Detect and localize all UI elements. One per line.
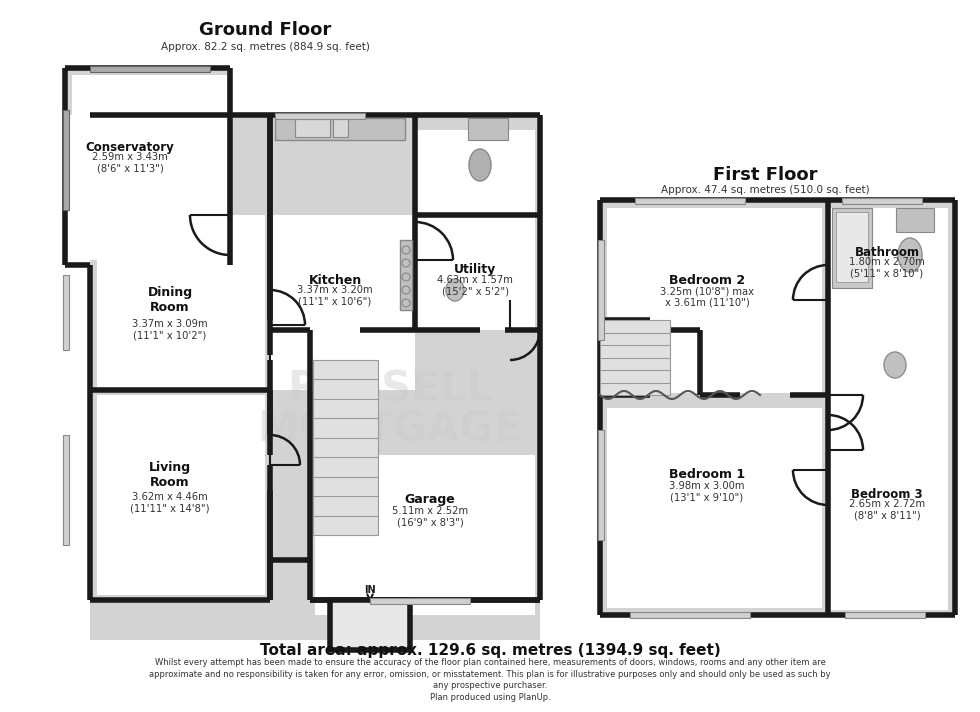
Text: Conservatory: Conservatory bbox=[85, 142, 174, 155]
Text: First Floor: First Floor bbox=[712, 166, 817, 184]
Text: IN: IN bbox=[365, 585, 375, 595]
Bar bbox=[598, 240, 604, 340]
Text: 3.37m x 3.09m
(11'1" x 10'2"): 3.37m x 3.09m (11'1" x 10'2") bbox=[132, 319, 208, 341]
Bar bbox=[832, 208, 872, 288]
Bar bbox=[845, 612, 925, 618]
Text: Approx. 47.4 sq. metres (510.0 sq. feet): Approx. 47.4 sq. metres (510.0 sq. feet) bbox=[661, 185, 869, 195]
Text: Bathroom: Bathroom bbox=[855, 246, 919, 259]
Bar bbox=[90, 66, 210, 72]
Bar bbox=[97, 215, 265, 390]
Text: 2.59m x 3.43m
(8'6" x 11'3"): 2.59m x 3.43m (8'6" x 11'3") bbox=[92, 152, 168, 174]
Text: 3.98m x 3.00m
(13'1" x 9'10"): 3.98m x 3.00m (13'1" x 9'10") bbox=[669, 481, 745, 503]
Text: Garage: Garage bbox=[405, 493, 456, 506]
Text: 3.25m (10'8") max
x 3.61m (11'10"): 3.25m (10'8") max x 3.61m (11'10") bbox=[660, 286, 754, 308]
Bar bbox=[598, 430, 604, 540]
Bar bbox=[330, 600, 410, 650]
Text: 2.65m x 2.72m
(8'8" x 8'11"): 2.65m x 2.72m (8'8" x 8'11") bbox=[849, 499, 925, 520]
Ellipse shape bbox=[898, 238, 922, 272]
Ellipse shape bbox=[469, 149, 491, 181]
Bar bbox=[607, 408, 822, 608]
Text: Dining
Room: Dining Room bbox=[147, 286, 192, 314]
Bar bbox=[630, 612, 750, 618]
Text: 3.62m x 4.46m
(11'11" x 14'8"): 3.62m x 4.46m (11'11" x 14'8") bbox=[130, 492, 210, 514]
Bar bbox=[275, 118, 405, 140]
Bar bbox=[333, 119, 348, 137]
Text: RUSSELL: RUSSELL bbox=[287, 369, 493, 411]
Bar bbox=[270, 215, 415, 390]
Text: Kitchen: Kitchen bbox=[309, 273, 362, 286]
Bar bbox=[415, 130, 535, 330]
Text: Bedroom 1: Bedroom 1 bbox=[669, 468, 745, 481]
Text: Total area: approx. 129.6 sq. metres (1394.9 sq. feet): Total area: approx. 129.6 sq. metres (13… bbox=[260, 644, 720, 659]
Bar bbox=[63, 275, 69, 350]
Bar bbox=[295, 119, 330, 137]
Text: Living
Room: Living Room bbox=[149, 461, 191, 489]
Bar bbox=[836, 212, 868, 282]
Bar bbox=[828, 455, 948, 610]
Bar bbox=[313, 360, 378, 535]
Bar bbox=[468, 118, 508, 140]
Text: 1.80m x 2.70m
(5'11" x 8'10"): 1.80m x 2.70m (5'11" x 8'10") bbox=[849, 257, 925, 279]
Bar bbox=[607, 208, 822, 393]
Bar bbox=[90, 115, 540, 640]
Bar bbox=[400, 240, 412, 310]
Bar bbox=[97, 395, 265, 595]
Bar bbox=[828, 208, 948, 393]
Bar bbox=[600, 320, 670, 395]
Bar bbox=[275, 113, 365, 119]
Ellipse shape bbox=[884, 352, 906, 378]
Bar bbox=[315, 455, 535, 615]
Text: Whilst every attempt has been made to ensure the accuracy of the floor plan cont: Whilst every attempt has been made to en… bbox=[149, 658, 831, 702]
Ellipse shape bbox=[446, 279, 464, 301]
Bar bbox=[600, 200, 955, 615]
Bar bbox=[72, 75, 227, 260]
Text: Approx. 82.2 sq. metres (884.9 sq. feet): Approx. 82.2 sq. metres (884.9 sq. feet) bbox=[161, 42, 369, 52]
Bar bbox=[896, 208, 934, 232]
Text: Ground Floor: Ground Floor bbox=[199, 21, 331, 39]
Bar bbox=[65, 68, 230, 115]
Bar bbox=[842, 198, 922, 204]
Text: 5.11m x 2.52m
(16'9" x 8'3"): 5.11m x 2.52m (16'9" x 8'3") bbox=[392, 506, 468, 528]
Bar bbox=[63, 435, 69, 545]
Text: 4.63m x 1.57m
(15'2" x 5'2"): 4.63m x 1.57m (15'2" x 5'2") bbox=[437, 276, 513, 297]
Text: 3.37m x 3.20m
(11'1" x 10'6"): 3.37m x 3.20m (11'1" x 10'6") bbox=[297, 286, 372, 307]
Text: Utility: Utility bbox=[454, 263, 496, 276]
Bar bbox=[370, 598, 470, 604]
Text: Bedroom 2: Bedroom 2 bbox=[669, 273, 745, 286]
Text: MORTGAGE: MORTGAGE bbox=[258, 409, 522, 451]
Text: Bedroom 3: Bedroom 3 bbox=[852, 488, 923, 501]
Bar bbox=[828, 208, 948, 458]
Bar bbox=[63, 110, 69, 210]
Bar bbox=[635, 198, 745, 204]
